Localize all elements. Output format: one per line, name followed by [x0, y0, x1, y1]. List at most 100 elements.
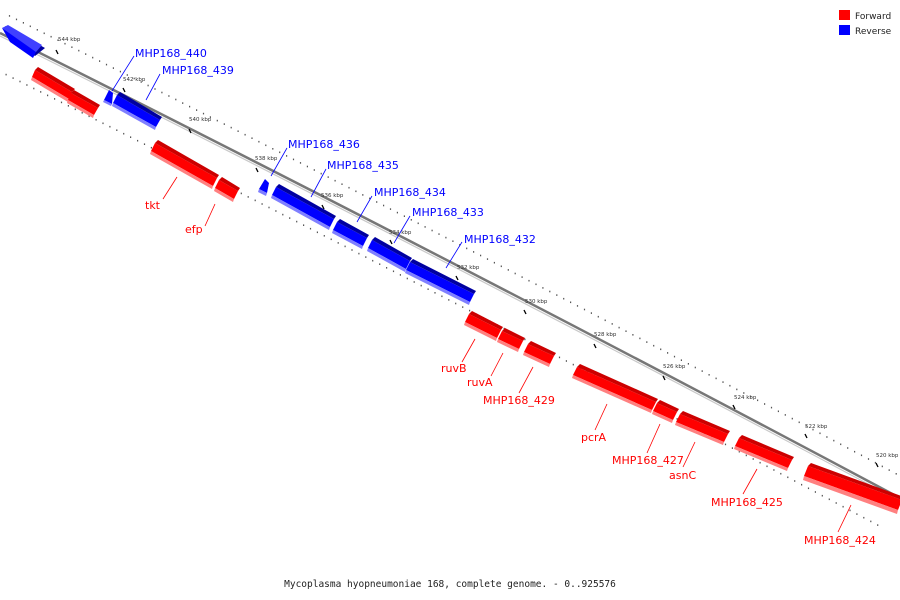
- gene-forward-19[interactable]: [803, 463, 900, 514]
- minor-tick: [486, 258, 489, 260]
- gene-features: [2, 25, 900, 514]
- gene-label-MHP168_440[interactable]: MHP168_440: [111, 47, 207, 92]
- gene-label-MHP168_427[interactable]: MHP168_427: [612, 423, 684, 467]
- gene-forward-15[interactable]: [572, 364, 658, 413]
- gene-reverse-8[interactable]: [271, 184, 336, 230]
- minor-tick: [251, 137, 253, 139]
- minor-tick: [413, 281, 415, 283]
- minor-tick: [618, 326, 620, 329]
- gene-label-MHP168_436[interactable]: MHP168_436: [270, 138, 360, 177]
- minor-tick: [469, 309, 471, 312]
- minor-tick: [874, 461, 876, 464]
- minor-tick: [812, 428, 814, 431]
- minor-tick: [625, 330, 627, 332]
- gene-forward-1[interactable]: [31, 67, 75, 102]
- gene-name: MHP168_433: [412, 206, 484, 219]
- minor-tick: [109, 125, 111, 128]
- minor-tick: [801, 483, 803, 486]
- minor-tick: [500, 265, 502, 268]
- minor-tick: [161, 91, 163, 94]
- gene-forward-18[interactable]: [734, 435, 794, 471]
- gene-forward-14[interactable]: [523, 341, 556, 367]
- minor-tick: [731, 447, 733, 449]
- minor-tick: [687, 363, 689, 365]
- minor-tick: [881, 465, 883, 468]
- minor-tick: [403, 215, 405, 217]
- gene-label-MHP168_425[interactable]: MHP168_425: [711, 468, 783, 509]
- minor-tick: [296, 220, 298, 223]
- gene-reverse-3[interactable]: [103, 90, 113, 106]
- gene-forward-13[interactable]: [497, 328, 525, 352]
- minor-tick: [752, 458, 754, 460]
- minor-tick: [202, 112, 205, 115]
- gene-label-efp[interactable]: efp: [185, 203, 216, 236]
- gene-name: MHP168_434: [374, 186, 446, 199]
- minor-tick: [376, 201, 378, 203]
- minor-tick: [5, 73, 7, 76]
- gene-reverse-11[interactable]: [405, 259, 476, 305]
- gene-forward-16[interactable]: [652, 400, 679, 423]
- minor-tick: [143, 143, 146, 145]
- minor-tick: [895, 473, 897, 475]
- gene-label-ruvA[interactable]: ruvA: [467, 352, 504, 389]
- minor-tick: [88, 115, 90, 118]
- gene-label-asnC[interactable]: asnC: [669, 441, 696, 482]
- tick-label: 544 kbp: [58, 37, 81, 43]
- minor-tick: [33, 87, 35, 90]
- gene-forward-12[interactable]: [464, 311, 503, 341]
- gene-label-MHP168_435[interactable]: MHP168_435: [310, 159, 399, 198]
- gene-name: ruvA: [467, 376, 493, 389]
- gene-label-MHP168_424[interactable]: MHP168_424: [804, 504, 876, 547]
- gene-reverse-7[interactable]: [258, 179, 269, 196]
- minor-tick: [126, 74, 128, 76]
- gene-reverse-4[interactable]: [112, 92, 162, 130]
- minor-tick: [216, 119, 218, 122]
- gene-reverse-0[interactable]: [2, 25, 45, 58]
- gene-forward-2[interactable]: [67, 90, 100, 118]
- tick-534: 534 kbp: [389, 230, 412, 245]
- minor-tick: [611, 323, 613, 325]
- minor-tick: [351, 249, 353, 251]
- gene-label-MHP168_434[interactable]: MHP168_434: [356, 186, 446, 223]
- gene-name: MHP168_425: [711, 496, 783, 509]
- minor-tick: [130, 136, 132, 138]
- minor-tick: [268, 206, 270, 209]
- gene-forward-17[interactable]: [675, 411, 730, 445]
- gene-label-MHP168_432[interactable]: MHP168_432: [445, 233, 536, 269]
- minor-tick: [420, 284, 422, 287]
- minor-tick: [784, 414, 786, 416]
- tick-label: 522 kbp: [805, 424, 828, 430]
- tick-label: 520 kbp: [876, 453, 899, 459]
- legend-forward: Forward: [839, 10, 891, 22]
- gene-reverse-9[interactable]: [332, 219, 369, 249]
- gene-label-ruvB[interactable]: ruvB: [441, 338, 476, 375]
- minor-tick: [770, 406, 773, 409]
- tick-520: 520 kbp: [875, 453, 899, 468]
- gene-reverse-10[interactable]: [367, 237, 412, 272]
- gene-label-pcrA[interactable]: pcrA: [581, 403, 608, 444]
- minor-tick: [787, 476, 789, 479]
- gene-label-MHP168_439[interactable]: MHP168_439: [145, 64, 234, 101]
- minor-tick: [230, 126, 232, 129]
- gene-label-MHP168_429[interactable]: MHP168_429: [483, 366, 555, 407]
- minor-tick: [826, 436, 828, 438]
- gene-forward-5[interactable]: [150, 140, 219, 189]
- minor-tick: [334, 179, 336, 182]
- minor-tick: [493, 261, 495, 264]
- minor-tick: [399, 274, 401, 276]
- gene-label-MHP168_433[interactable]: MHP168_433: [393, 206, 484, 244]
- minor-tick: [19, 80, 21, 83]
- minor-tick: [196, 109, 198, 111]
- tick-label: 540 kbp: [189, 117, 212, 123]
- minor-tick: [182, 102, 184, 104]
- minor-tick: [320, 172, 322, 175]
- gene-label-tkt[interactable]: tkt: [145, 176, 178, 212]
- gene-name: MHP168_424: [804, 534, 876, 547]
- minor-tick: [798, 421, 800, 424]
- gene-forward-6[interactable]: [214, 177, 240, 202]
- gene-name: MHP168_439: [162, 64, 234, 77]
- minor-tick: [722, 381, 724, 383]
- scale-ticks: 544 kbp 542 kbp 540 kbp 538 kbp 536 kbp …: [5, 15, 899, 526]
- minor-tick: [842, 505, 844, 508]
